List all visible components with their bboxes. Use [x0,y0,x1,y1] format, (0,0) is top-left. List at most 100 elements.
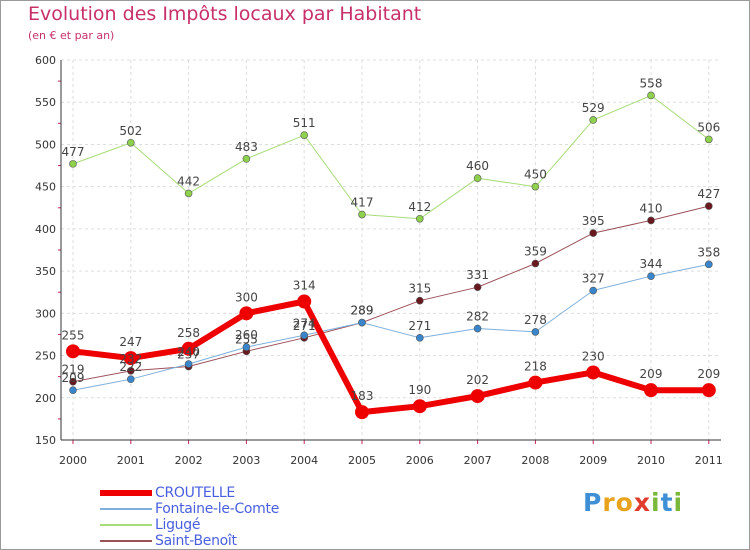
y-tick-label: 550 [35,96,56,109]
legend-swatch [100,490,152,496]
x-tick-label: 2001 [117,454,145,467]
data-point-liguge [242,155,251,163]
data-label-saint-benoit: 427 [697,187,720,201]
data-point-fontaine-le-comte [127,375,135,384]
series-line-saint-benoit [72,205,709,383]
logo-letter: o [615,488,634,517]
data-point-croutelle [297,294,312,309]
legend-item-saint-benoit: Saint-Benoît [100,533,340,549]
y-tick-label: 400 [35,223,56,236]
x-tick-label: 2010 [637,454,665,467]
data-label-croutelle: 218 [524,360,547,374]
series-lines [66,91,716,420]
data-label-fontaine-le-comte: 274 [293,316,316,330]
data-point-fontaine-le-comte [704,260,713,269]
legend-swatch [100,540,152,542]
y-tick-label: 500 [35,138,56,151]
data-point-liguge [184,189,193,198]
logo-letter: r [602,488,616,517]
data-label-fontaine-le-comte: 271 [408,319,431,333]
data-point-liguge [127,138,135,147]
logo-letter: i [651,488,661,517]
data-label-liguge: 442 [177,174,200,188]
data-label-liguge: 483 [235,140,258,154]
y-tick-label: 250 [35,350,56,363]
data-label-liguge: 529 [582,101,605,115]
logo-letter: t [660,488,674,517]
data-point-croutelle [239,306,254,321]
data-label-croutelle: 258 [177,326,200,340]
data-label-fontaine-le-comte: 282 [466,310,489,324]
data-point-liguge [300,131,309,139]
x-tick-label: 2008 [521,454,549,467]
x-tick-label: 2006 [406,454,434,467]
data-point-croutelle [644,383,658,398]
data-point-fontaine-le-comte [473,324,482,333]
data-point-croutelle [181,341,196,356]
data-point-liguge [358,210,366,219]
data-point-liguge [531,182,540,191]
legend-swatch [100,508,152,510]
data-label-croutelle: 209 [640,367,663,381]
chart-subtitle: (en € et par an) [28,29,115,42]
data-label-saint-benoit: 395 [582,214,605,228]
data-label-croutelle: 183 [351,389,374,403]
y-tick-label: 200 [35,392,56,405]
y-tick-label: 450 [35,181,56,194]
logo-letter: x [633,488,651,517]
y-tick-label: 350 [35,265,56,278]
data-label-liguge: 412 [408,200,431,214]
proxiti-logo: Proxiti [583,488,683,517]
data-point-saint-benoit [127,366,135,375]
legend-label: CROUTELLE [155,485,235,501]
data-label-liguge: 511 [293,116,316,130]
data-label-croutelle: 190 [408,383,431,397]
data-label-croutelle: 247 [119,335,142,349]
x-tick-label: 2011 [695,454,723,467]
y-tick-label: 300 [35,307,56,320]
data-label-fontaine-le-comte: 278 [524,313,547,327]
data-point-saint-benoit [704,202,713,210]
data-point-croutelle [528,375,543,390]
series-line-fontaine-le-comte [72,263,709,391]
data-point-croutelle [586,365,601,380]
data-point-saint-benoit [531,259,540,268]
legend-label: Fontaine-le-Comte [155,501,280,517]
data-point-liguge [415,214,424,223]
data-point-croutelle [470,389,485,404]
data-point-saint-benoit [69,377,77,386]
data-point-saint-benoit [589,229,598,237]
legend-label: Ligugé [155,517,201,533]
data-point-liguge [647,91,655,100]
logo-letter: P [583,488,603,517]
data-point-saint-benoit [415,296,424,305]
data-label-saint-benoit: 219 [62,363,85,377]
data-point-fontaine-le-comte [647,272,655,280]
data-label-fontaine-le-comte: 240 [177,345,200,359]
data-label-fontaine-le-comte: 260 [235,328,258,342]
series-line-croutelle [72,298,709,416]
data-point-fontaine-le-comte [300,331,309,340]
data-label-liguge: 460 [466,159,489,173]
data-point-fontaine-le-comte [589,286,598,295]
x-tick-label: 2000 [59,454,87,467]
logo-letter: i [673,488,684,517]
data-label-croutelle: 300 [235,290,258,304]
data-point-fontaine-le-comte [531,328,540,336]
x-tick-label: 2005 [348,454,376,467]
data-point-fontaine-le-comte [242,343,251,351]
data-point-fontaine-le-comte [358,318,366,327]
data-label-liguge: 477 [62,145,85,159]
x-tick-label: 2004 [290,454,318,467]
y-tick-label: 150 [35,434,56,447]
x-tick-label: 2002 [175,454,203,467]
data-point-croutelle [355,405,369,420]
data-label-fontaine-le-comte: 289 [351,304,374,318]
axes: 150 200 250 300 350 400 450 500 550 600 2000 2001 20… [35,54,723,467]
data-label-saint-benoit: 237 [177,348,200,362]
data-label-croutelle: 202 [466,373,489,387]
data-label-saint-benoit: 271 [293,319,316,333]
data-point-saint-benoit [473,283,482,291]
